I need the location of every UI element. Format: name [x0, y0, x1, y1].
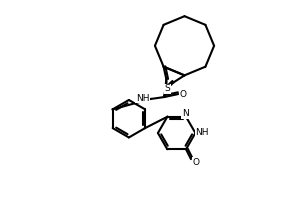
Text: O: O	[192, 158, 200, 167]
Text: NH: NH	[136, 94, 149, 103]
Text: S: S	[165, 84, 171, 93]
Text: O: O	[180, 90, 187, 99]
Text: N: N	[182, 109, 188, 118]
Text: NH: NH	[196, 128, 209, 137]
